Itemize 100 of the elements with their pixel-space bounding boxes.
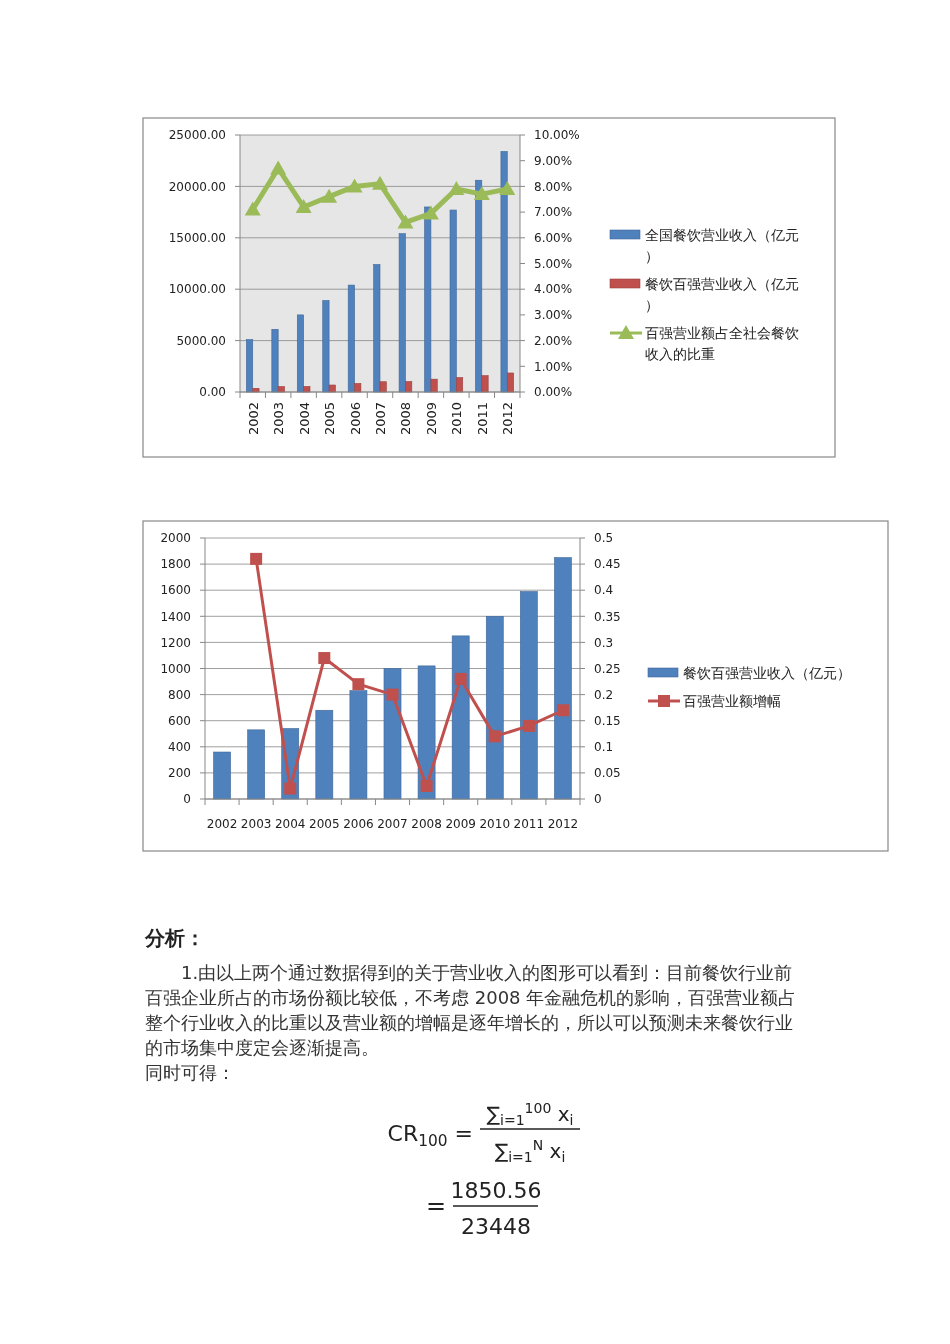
x-tick-label: 2004 (296, 402, 312, 436)
y-tick-label: 200 (168, 766, 191, 781)
y2-tick-label: 3.00% (534, 308, 573, 323)
y-tick-label: 20000.00 (168, 179, 226, 194)
y2-tick-label: 6.00% (534, 231, 573, 245)
y-tick-label: 15000.00 (168, 231, 226, 245)
text: 23448 (461, 1214, 531, 1239)
x-tick-label: 2008 (411, 817, 442, 831)
bar (500, 151, 508, 393)
point (244, 201, 261, 216)
bar (373, 264, 381, 393)
point (295, 198, 312, 213)
bar (430, 378, 438, 393)
y2-tick-label: 2.00% (534, 333, 573, 348)
bar (424, 206, 432, 393)
bar (449, 209, 457, 393)
point (454, 672, 467, 685)
point (488, 730, 501, 743)
y-tick-label: 600 (168, 713, 191, 728)
y-tick-label: 1400 (160, 609, 191, 624)
y2-tick-label: 8.00% (534, 179, 573, 194)
x-tick-label: 2007 (373, 402, 388, 436)
bar (328, 384, 336, 393)
y-tick-label: 1800 (160, 557, 191, 572)
point (422, 205, 439, 220)
x-tick-label: 2007 (377, 817, 408, 831)
text: ∑$_{i=1}$$^{100}$ x$_{i}$ (486, 1100, 574, 1129)
text: 1850.56 (450, 1178, 542, 1203)
point (284, 782, 297, 795)
y2-tick-label: 0.00% (534, 385, 573, 400)
y-tick-label: 10000.00 (168, 282, 226, 297)
x-tick-label: 2010 (449, 402, 465, 436)
x-tick-label: 2012 (500, 402, 516, 436)
point (386, 688, 399, 701)
x-tick-label: 2012 (547, 817, 579, 831)
text: = (425, 1192, 447, 1220)
y2-tick-label: 0.2 (594, 687, 614, 702)
y-tick-label: 0 (183, 792, 191, 807)
bar (354, 383, 362, 393)
point (318, 652, 331, 665)
y2-tick-label: 0.5 (594, 531, 614, 546)
x-tick-label: 2010 (479, 817, 511, 831)
y2-tick-label: 0.4 (594, 583, 614, 598)
y2-tick-label: 0.35 (594, 609, 621, 624)
y-tick-label: 2000 (160, 531, 191, 546)
text: 分析： (144, 926, 205, 950)
y2-tick-label: 5.00% (534, 256, 573, 271)
text: 同时可得： (145, 1062, 235, 1083)
legend-label: 全国餐饮营业收入（亿元） (645, 226, 799, 264)
bar (322, 300, 330, 393)
y-tick-label: 400 (168, 740, 191, 754)
x-tick-label: 2002 (245, 402, 261, 436)
y2-tick-label: 0.3 (594, 635, 614, 650)
y2-tick-label: 0.45 (594, 557, 621, 572)
bar (506, 372, 514, 393)
y-tick-label: 1600 (160, 583, 191, 598)
bar (315, 709, 334, 800)
text: ∑$_{i=1}$$^{N}$ x$_{i}$ (494, 1137, 566, 1166)
point (448, 180, 465, 195)
bar (349, 690, 368, 800)
text: 1.由以上两个通过数据得到的关于营业收入的图形可以看到：目前餐饮行业前百强企业所占的市场份额比较低，不考虑 2008 年金融危机的影响，百强营业额占整个行业收入的比重以及营业额的增幅是逐年增长的，所以可以预测未来餐饮行业的市场集中度定会逐渐提高。 (145, 962, 797, 1058)
x-tick-label: 2005 (309, 817, 340, 831)
bar (475, 179, 483, 393)
point (420, 779, 433, 792)
bar (303, 386, 311, 393)
y-tick-label: 5000.00 (176, 333, 226, 348)
text: CR$_{100}$ = (387, 1121, 473, 1150)
bar (398, 233, 406, 393)
point (397, 214, 414, 229)
bar (456, 377, 464, 393)
y-tick-label: 1000 (160, 661, 191, 676)
point (473, 186, 490, 201)
x-tick-label: 2008 (398, 402, 414, 436)
x-tick-label: 2005 (322, 402, 338, 436)
point (556, 704, 569, 717)
bar (247, 729, 265, 800)
legend-label: 餐饮百强营业收入（亿元） (683, 664, 851, 681)
point (522, 719, 535, 732)
bar (485, 616, 504, 800)
x-tick-label: 2009 (423, 402, 439, 436)
y2-tick-label: 10.00% (534, 128, 580, 143)
bar (246, 339, 254, 393)
legend-label: 百强营业额增幅 (683, 692, 781, 709)
bar (213, 751, 231, 800)
y2-tick-label: 4.00% (534, 282, 573, 297)
x-tick-label: 2009 (445, 817, 476, 831)
bar (481, 375, 489, 393)
y2-tick-label: 0.15 (594, 713, 621, 728)
x-tick-label: 2006 (347, 402, 363, 436)
y-tick-label: 25000.00 (168, 128, 226, 143)
y2-tick-label: 7.00% (534, 205, 573, 220)
y-tick-label: 0.00 (199, 385, 226, 400)
point (352, 678, 365, 691)
x-tick-label: 2011 (513, 817, 545, 831)
point (372, 175, 388, 190)
bar (554, 557, 572, 800)
legend-label: 百强营业额占全社会餐饮收入的比重 (645, 324, 799, 362)
x-tick-label: 2002 (206, 817, 238, 831)
bar (383, 668, 402, 800)
y-tick-label: 800 (168, 687, 191, 702)
